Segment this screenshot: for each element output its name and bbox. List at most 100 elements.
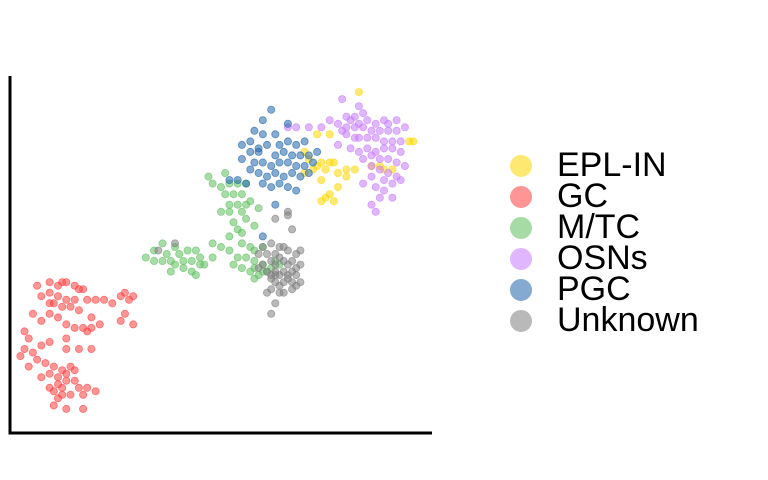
- point-epl-in-11: [329, 158, 338, 167]
- point-unknown-46: [258, 260, 267, 269]
- point-m-tc-64: [246, 267, 255, 276]
- point-m-tc-22: [225, 232, 234, 241]
- point-pgc-28: [254, 168, 263, 177]
- point-osns-26: [363, 133, 372, 142]
- point-gc-56: [70, 366, 79, 375]
- point-osns-40: [400, 161, 409, 170]
- point-pgc-1: [258, 116, 267, 125]
- point-osns-55: [367, 200, 376, 209]
- point-gc-8: [37, 292, 46, 301]
- legend: EPL-IN GC M/TC OSNs PGC Unknown: [510, 148, 699, 339]
- point-gc-37: [37, 316, 46, 325]
- point-gc-23: [120, 288, 129, 297]
- point-unknown-38: [296, 278, 305, 287]
- point-gc-15: [49, 299, 58, 308]
- point-pgc-9: [237, 140, 246, 149]
- point-pgc-6: [283, 137, 292, 146]
- point-gc-26: [120, 309, 129, 318]
- point-osns-60: [354, 119, 363, 128]
- point-unknown-1: [283, 211, 292, 220]
- point-pgc-31: [279, 172, 288, 181]
- legend-label-osns: OSNs: [557, 239, 648, 277]
- point-m-tc-18: [229, 218, 238, 227]
- point-gc-53: [45, 369, 54, 378]
- point-m-tc-44: [166, 267, 175, 276]
- point-m-tc-2: [208, 179, 217, 188]
- point-gc-12: [70, 295, 79, 304]
- point-osns-30: [396, 137, 405, 146]
- point-m-tc-23: [237, 228, 246, 237]
- point-pgc-18: [237, 154, 246, 163]
- point-osns-5: [363, 116, 372, 125]
- point-osns-43: [375, 165, 384, 174]
- point-pgc-26: [308, 158, 317, 167]
- point-gc-19: [91, 295, 100, 304]
- point-pgc-46: [262, 140, 271, 149]
- point-gc-42: [62, 334, 71, 343]
- point-m-tc-31: [196, 253, 205, 262]
- point-osns-29: [388, 137, 397, 146]
- point-osns-59: [333, 140, 342, 149]
- legend-swatch-pgc: [510, 278, 532, 301]
- point-gc-45: [87, 344, 96, 353]
- point-pgc-48: [246, 137, 255, 146]
- point-gc-20: [100, 295, 109, 304]
- point-osns-2: [359, 109, 368, 118]
- point-osns-41: [359, 154, 368, 163]
- point-gc-25: [129, 292, 138, 301]
- point-unknown-3: [288, 225, 297, 234]
- point-pgc-29: [262, 172, 271, 181]
- point-gc-31: [62, 320, 71, 329]
- point-pgc-17: [313, 147, 322, 156]
- point-unknown-6: [258, 242, 267, 251]
- point-epl-in-27: [329, 197, 338, 206]
- point-unknown-11: [262, 249, 271, 258]
- point-osns-57: [346, 144, 355, 153]
- point-gc-70: [79, 404, 88, 413]
- point-gc-77: [58, 383, 67, 392]
- point-gc-16: [58, 302, 67, 311]
- point-osns-42: [367, 161, 376, 170]
- point-pgc-27: [246, 165, 255, 174]
- point-gc-40: [37, 341, 46, 350]
- point-osns-63: [354, 133, 363, 142]
- point-m-tc-15: [225, 207, 234, 216]
- point-osns-47: [379, 176, 388, 185]
- point-osns-8: [384, 119, 393, 128]
- point-pgc-37: [242, 179, 251, 188]
- points-layer: [16, 88, 418, 413]
- point-m-tc-8: [229, 190, 238, 199]
- legend-swatch-epl-in: [510, 154, 532, 177]
- point-osns-31: [363, 144, 372, 153]
- series-osns: [283, 95, 409, 216]
- point-osns-28: [379, 137, 388, 146]
- point-m-tc-0: [204, 172, 213, 181]
- point-pgc-12: [271, 151, 280, 160]
- point-osns-17: [384, 126, 393, 135]
- point-osns-58: [354, 147, 363, 156]
- point-epl-in-19: [409, 137, 418, 146]
- point-osns-6: [371, 119, 380, 128]
- point-gc-39: [24, 334, 33, 343]
- point-gc-54: [54, 373, 63, 382]
- point-gc-61: [74, 383, 83, 392]
- point-osns-36: [367, 151, 376, 160]
- point-m-tc-67: [216, 242, 225, 251]
- point-unknown-47: [292, 264, 301, 273]
- point-pgc-3: [258, 130, 267, 139]
- point-osns-50: [359, 179, 368, 188]
- point-epl-in-0: [354, 88, 363, 97]
- series-gc: [16, 278, 138, 413]
- legend-swatch-m-tc: [510, 216, 532, 239]
- point-osns-9: [392, 116, 401, 125]
- point-gc-43: [62, 344, 71, 353]
- legend-label-unknown: Unknown: [557, 301, 699, 339]
- point-osns-11: [333, 119, 342, 128]
- point-pgc-47: [271, 130, 280, 139]
- point-epl-in-2: [325, 130, 334, 139]
- point-epl-in-9: [321, 165, 330, 174]
- point-m-tc-17: [254, 204, 263, 213]
- point-pgc-35: [225, 176, 234, 185]
- point-osns-35: [396, 147, 405, 156]
